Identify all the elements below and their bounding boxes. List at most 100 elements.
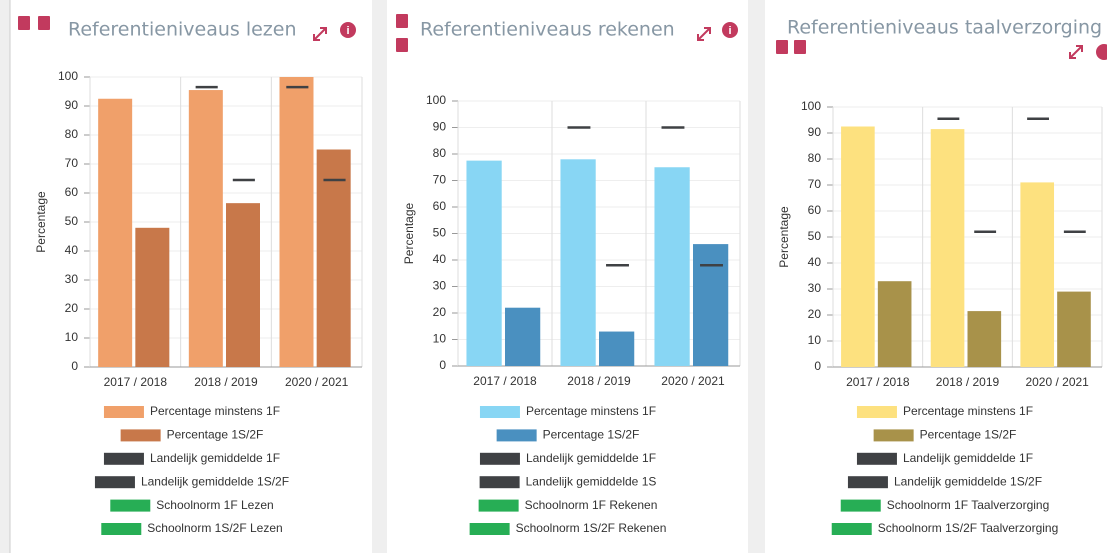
legend-label: Schoolnorm 1S/2F Taalverzorging (878, 521, 1059, 535)
table-icon[interactable] (18, 16, 30, 30)
bar (654, 167, 690, 366)
legend-swatch (831, 523, 872, 535)
legend-label: Landelijk gemiddelde 1F (903, 451, 1033, 465)
info-icon[interactable]: i (340, 22, 356, 38)
legend-label: Percentage minstens 1F (903, 404, 1033, 418)
legend-item: Schoolnorm 1F Rekenen (478, 498, 658, 512)
legend-swatch (478, 499, 519, 512)
legend-item: Schoolnorm 1F Lezen (110, 498, 274, 512)
legend-item: Schoolnorm 1S/2F Lezen (101, 521, 283, 535)
y-tick-label: 80 (808, 151, 822, 165)
legend-item: Percentage 1S/2F (496, 428, 639, 442)
y-tick-label: 60 (433, 199, 447, 213)
bar (967, 311, 1002, 367)
svg-text:i: i (728, 25, 731, 37)
y-tick-label: 100 (801, 99, 821, 113)
legend-swatch (496, 429, 537, 442)
legend-swatch (856, 406, 897, 418)
image-icon[interactable] (396, 38, 408, 52)
bar (505, 307, 541, 366)
legend-item: Percentage minstens 1F (103, 404, 280, 418)
legend-label: Schoolnorm 1F Rekenen (525, 498, 658, 512)
image-icon[interactable] (794, 40, 806, 54)
legend-swatch (110, 499, 151, 512)
table-icon[interactable] (396, 14, 408, 28)
legend-item: Landelijk gemiddelde 1F (856, 451, 1033, 465)
bar (877, 281, 912, 367)
legend-label: Landelijk gemiddelde 1S/2F (894, 474, 1042, 488)
y-tick-label: 10 (808, 333, 822, 347)
y-tick-label: 40 (433, 252, 447, 266)
x-tick-label: 2017 / 2018 (104, 375, 168, 389)
bar (226, 203, 260, 367)
x-tick-label: 2018 / 2019 (936, 375, 1000, 389)
expand-icon[interactable] (697, 27, 711, 41)
y-tick-label: 30 (433, 279, 447, 293)
legend-swatch (479, 476, 520, 489)
legend-label: Landelijk gemiddelde 1F (526, 451, 656, 465)
x-tick-label: 2018 / 2019 (567, 374, 631, 388)
x-tick-label: 2017 / 2018 (846, 375, 910, 389)
legend-item: Percentage 1S/2F (120, 428, 263, 442)
y-tick-label: 30 (65, 272, 79, 286)
image-icon[interactable] (38, 16, 50, 30)
legend-item: Percentage 1S/2F (873, 428, 1016, 442)
y-tick-label: 50 (808, 229, 822, 243)
bar (560, 159, 596, 366)
y-tick-label: 80 (65, 127, 79, 141)
svg-text:i: i (346, 25, 349, 37)
y-tick-label: 90 (65, 98, 79, 112)
legend-label: Landelijk gemiddelde 1F (150, 451, 280, 465)
bar (930, 129, 965, 367)
legend-swatch (479, 452, 520, 465)
bar (316, 149, 351, 367)
chart-title: Referentieniveaus rekenen (420, 19, 675, 41)
x-tick-label: 2020 / 2021 (285, 375, 349, 389)
table-icon[interactable] (776, 40, 788, 54)
x-tick-label: 2020 / 2021 (661, 374, 725, 388)
legend-label: Percentage minstens 1F (150, 404, 280, 418)
y-tick-label: 70 (808, 177, 822, 191)
legend-item: Schoolnorm 1F Taalverzorging (840, 498, 1049, 512)
y-tick-label: 60 (65, 185, 79, 199)
y-tick-label: 10 (433, 332, 447, 346)
y-tick-label: 50 (65, 214, 79, 228)
y-tick-label: 90 (808, 125, 822, 139)
legend-swatch (469, 523, 510, 535)
y-tick-label: 50 (433, 226, 447, 240)
legend-swatch (94, 476, 135, 489)
legend-label: Percentage minstens 1F (526, 404, 656, 418)
legend-label: Schoolnorm 1F Lezen (156, 498, 273, 512)
expand-icon[interactable] (1069, 45, 1083, 59)
legend-swatch (856, 452, 897, 465)
legend-swatch (103, 406, 144, 418)
y-tick-label: 20 (433, 305, 447, 319)
y-tick-label: 60 (808, 203, 822, 217)
legend-item: Landelijk gemiddelde 1S (479, 474, 656, 489)
y-tick-label: 0 (439, 358, 446, 372)
legend-item: Landelijk gemiddelde 1S/2F (94, 474, 289, 489)
y-tick-label: 20 (808, 307, 822, 321)
y-tick-label: 100 (426, 93, 446, 107)
y-tick-label: 0 (71, 359, 78, 373)
legend-swatch (479, 406, 520, 418)
expand-icon[interactable] (313, 27, 327, 41)
info-icon[interactable]: i (722, 22, 738, 38)
info-icon[interactable] (1096, 44, 1107, 60)
legend-label: Schoolnorm 1S/2F Lezen (147, 521, 282, 535)
y-tick-label: 10 (65, 330, 79, 344)
y-tick-label: 40 (65, 243, 79, 257)
legend-swatch (120, 429, 161, 442)
y-tick-label: 100 (58, 69, 78, 83)
legend-swatch (840, 499, 881, 512)
legend-swatch (101, 523, 142, 535)
y-axis-label: Percentage (402, 202, 416, 264)
bar (1020, 182, 1055, 367)
legend-item: Schoolnorm 1S/2F Taalverzorging (831, 521, 1059, 535)
x-tick-label: 2020 / 2021 (1025, 375, 1089, 389)
legend-label: Landelijk gemiddelde 1S/2F (141, 474, 289, 488)
legend-item: Schoolnorm 1S/2F Rekenen (469, 521, 666, 535)
legend-item: Percentage minstens 1F (479, 404, 656, 418)
y-tick-label: 70 (65, 156, 79, 170)
legend-item: Landelijk gemiddelde 1S/2F (847, 474, 1042, 488)
